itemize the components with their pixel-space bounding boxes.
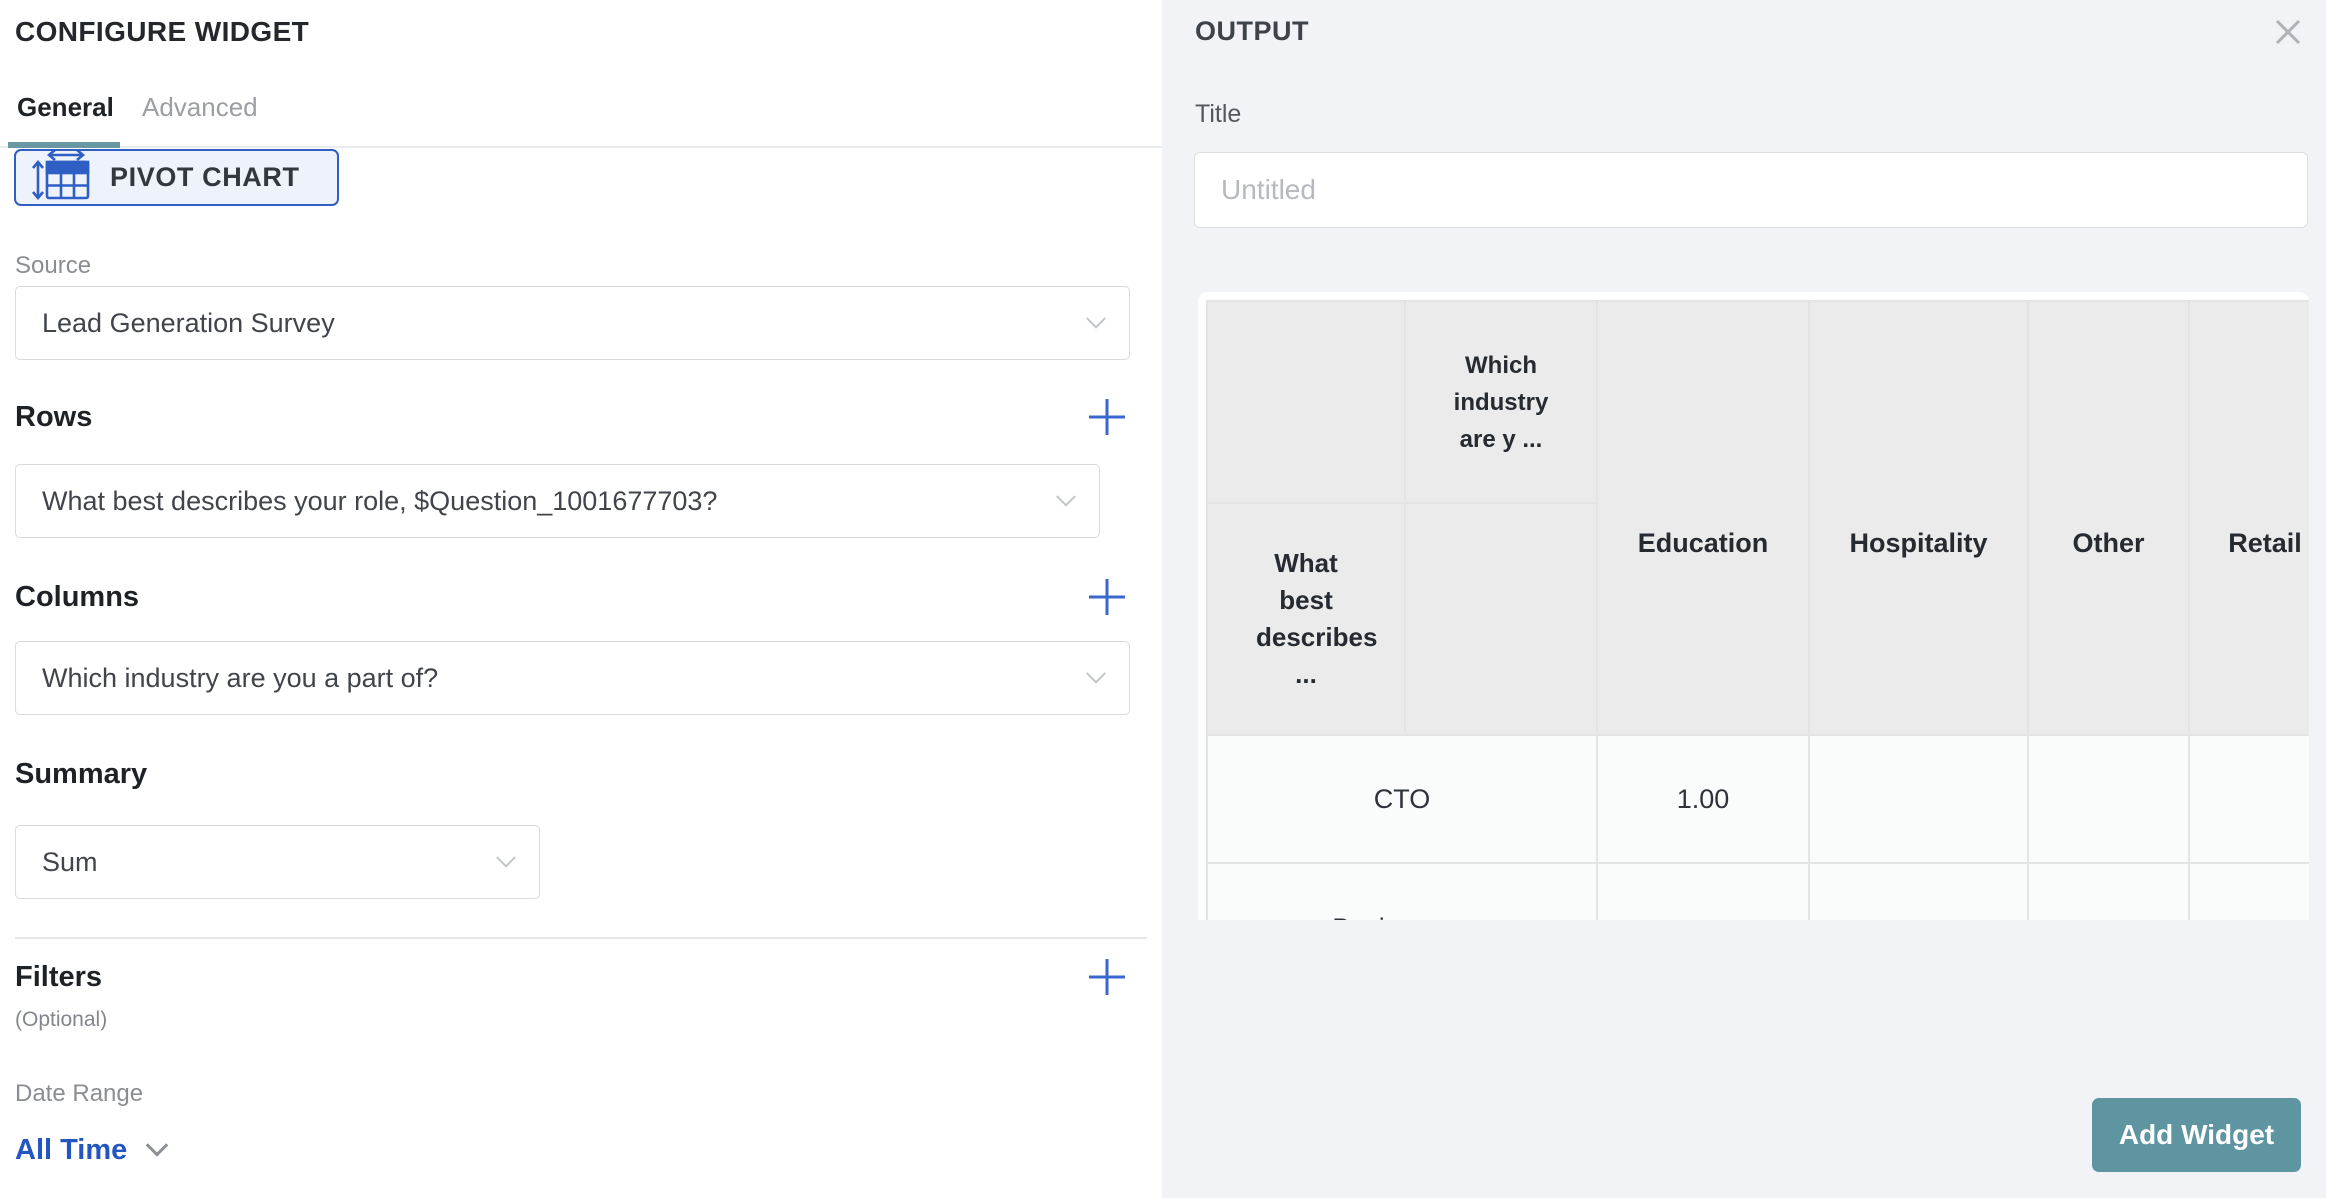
- summary-heading: Summary: [15, 758, 148, 790]
- summary-select-value: Sum: [42, 846, 98, 877]
- add-icon: [1089, 959, 1125, 995]
- source-label: Source: [15, 252, 92, 279]
- pivot-chart-button-label: PIVOT CHART: [110, 162, 300, 192]
- active-tab-underline: [8, 142, 120, 148]
- data-cell: [2188, 862, 2309, 920]
- rows-section-header: Rows: [15, 394, 1130, 440]
- add-row-button[interactable]: [1084, 394, 1130, 440]
- data-cell: [1808, 734, 2029, 864]
- column-axis-header-cell: Which industry are y ...: [1404, 300, 1598, 504]
- close-button[interactable]: [2268, 12, 2308, 52]
- add-icon: [1089, 399, 1125, 435]
- filters-optional-note: (Optional): [15, 1008, 108, 1031]
- corner-empty-cell: [1404, 502, 1598, 736]
- data-cell: [2188, 734, 2309, 864]
- title-input[interactable]: [1194, 152, 2308, 228]
- data-cell: [1808, 862, 2029, 920]
- pivot-chart-icon: [32, 149, 90, 206]
- chevron-down-icon: [496, 847, 516, 868]
- section-divider: [15, 937, 1147, 939]
- chevron-down-icon: [1086, 663, 1106, 684]
- tab-general[interactable]: General: [17, 92, 114, 122]
- row-label-cell: Business ...: [1206, 862, 1598, 920]
- output-title: OUTPUT: [1195, 16, 1309, 46]
- tabs-divider: [0, 146, 1162, 148]
- add-filter-button[interactable]: [1084, 954, 1130, 1000]
- source-select-value: Lead Generation Survey: [42, 307, 335, 338]
- add-widget-button[interactable]: Add Widget: [2092, 1098, 2301, 1172]
- close-icon: [2275, 19, 2301, 45]
- row-label-cell: CTO: [1206, 734, 1598, 864]
- output-panel: OUTPUT Title Which industry are y ... Ed: [1162, 0, 2326, 1198]
- table-row: CTO 1.00: [1206, 734, 2309, 864]
- rows-select[interactable]: What best describes your role, $Question…: [15, 464, 1100, 538]
- page-title: CONFIGURE WIDGET: [15, 16, 310, 47]
- corner-empty-cell: [1206, 300, 1406, 504]
- summary-select[interactable]: Sum: [15, 825, 540, 899]
- filters-heading: Filters: [15, 960, 103, 993]
- rows-select-value: What best describes your role, $Question…: [42, 485, 718, 516]
- configure-widget-panel: CONFIGURE WIDGET General Advanced: [0, 0, 1162, 1198]
- add-icon: [1089, 579, 1125, 615]
- columns-heading: Columns: [15, 580, 140, 613]
- date-range-value: All Time: [15, 1134, 128, 1166]
- rows-heading: Rows: [15, 400, 93, 433]
- chevron-down-icon: [1056, 486, 1076, 507]
- data-cell: [1596, 862, 1810, 920]
- tab-advanced[interactable]: Advanced: [142, 92, 258, 122]
- table-row: Business ...: [1206, 862, 2309, 920]
- column-header-cell: Hospitality: [1808, 300, 2029, 736]
- pivot-table: Which industry are y ... Education Hospi…: [1206, 300, 2309, 920]
- columns-select[interactable]: Which industry are you a part of?: [15, 641, 1130, 715]
- widget-type-pivot-chart-button[interactable]: PIVOT CHART: [14, 149, 339, 206]
- column-header-cell: Education: [1596, 300, 1810, 736]
- column-header-cell: Retail: [2188, 300, 2309, 736]
- add-column-button[interactable]: [1084, 574, 1130, 620]
- column-header-cell: Other: [2027, 300, 2190, 736]
- row-axis-header-cell: What best describes ...: [1206, 502, 1406, 736]
- data-cell: 1.00: [1596, 734, 1810, 864]
- chevron-down-icon: [1086, 308, 1106, 329]
- data-cell: [2027, 734, 2190, 864]
- pivot-table-preview: Which industry are y ... Education Hospi…: [1198, 292, 2309, 920]
- filters-section-header: Filters: [15, 954, 1130, 1000]
- source-select[interactable]: Lead Generation Survey: [15, 286, 1130, 360]
- date-range-dropdown[interactable]: All Time: [15, 1133, 169, 1167]
- columns-section-header: Columns: [15, 574, 1130, 620]
- title-label: Title: [1195, 100, 1242, 128]
- data-cell: [2027, 862, 2190, 920]
- columns-select-value: Which industry are you a part of?: [42, 662, 439, 693]
- date-range-label: Date Range: [15, 1080, 144, 1107]
- chevron-down-icon: [145, 1133, 169, 1157]
